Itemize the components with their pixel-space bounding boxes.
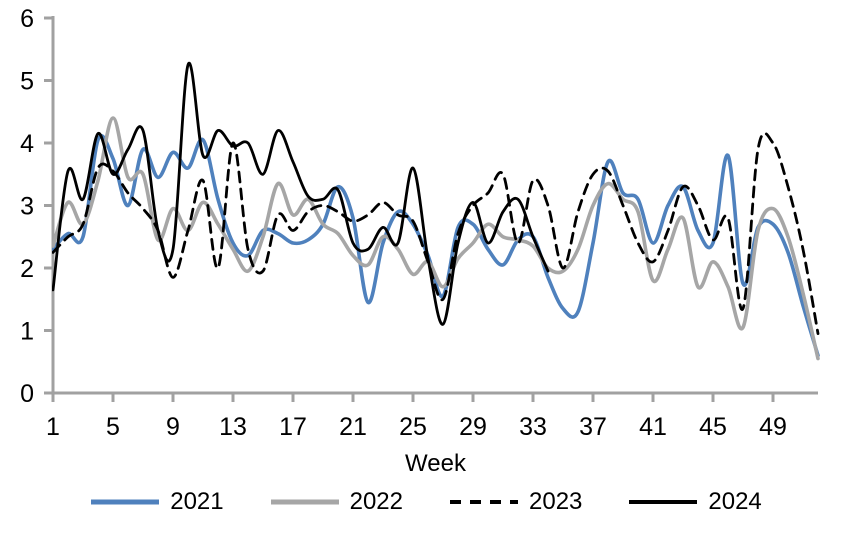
legend-swatch-2021 bbox=[91, 499, 160, 505]
legend: 2021 2022 2023 2024 bbox=[0, 490, 852, 514]
legend-label: 2022 bbox=[349, 488, 403, 515]
legend-item-2022: 2022 bbox=[270, 490, 403, 514]
legend-label: 2024 bbox=[708, 488, 762, 515]
y-tick-label: 2 bbox=[20, 255, 34, 283]
series-line-2024 bbox=[52, 61, 550, 326]
legend-item-2021: 2021 bbox=[90, 488, 224, 515]
legend-swatch-2023 bbox=[450, 500, 518, 504]
x-tick-label: 21 bbox=[339, 413, 367, 441]
series-line-2023 bbox=[52, 132, 820, 335]
x-axis-title: Week bbox=[405, 450, 466, 477]
legend-label: 2021 bbox=[170, 488, 224, 515]
y-tick-label: 1 bbox=[20, 318, 34, 346]
legend-swatch-2022 bbox=[270, 499, 339, 505]
y-tick-label: 4 bbox=[20, 130, 34, 158]
x-tick-label: 29 bbox=[459, 413, 487, 441]
y-tick-label: 6 bbox=[20, 5, 34, 33]
x-tick-label: 41 bbox=[639, 413, 667, 441]
x-tick-label: 37 bbox=[579, 413, 607, 441]
y-tick-label: 0 bbox=[20, 380, 34, 408]
x-tick-label: 5 bbox=[106, 413, 120, 441]
legend-item-2024: 2024 bbox=[628, 488, 762, 515]
y-tick-label: 5 bbox=[20, 68, 34, 96]
x-tick-label: 13 bbox=[219, 413, 247, 441]
x-tick-label: 1 bbox=[46, 413, 60, 441]
y-tick-label: 3 bbox=[20, 193, 34, 221]
x-tick-label: 33 bbox=[519, 413, 547, 441]
legend-item-2023: 2023 bbox=[449, 490, 582, 514]
legend-swatch-2024 bbox=[629, 500, 698, 504]
series-line-2021 bbox=[52, 134, 820, 358]
x-tick-label: 49 bbox=[759, 413, 787, 441]
x-tick-label: 17 bbox=[279, 413, 307, 441]
x-tick-label: 25 bbox=[399, 413, 427, 441]
x-tick-label: 9 bbox=[166, 413, 180, 441]
legend-label: 2023 bbox=[529, 488, 583, 515]
x-tick-label: 45 bbox=[699, 413, 727, 441]
